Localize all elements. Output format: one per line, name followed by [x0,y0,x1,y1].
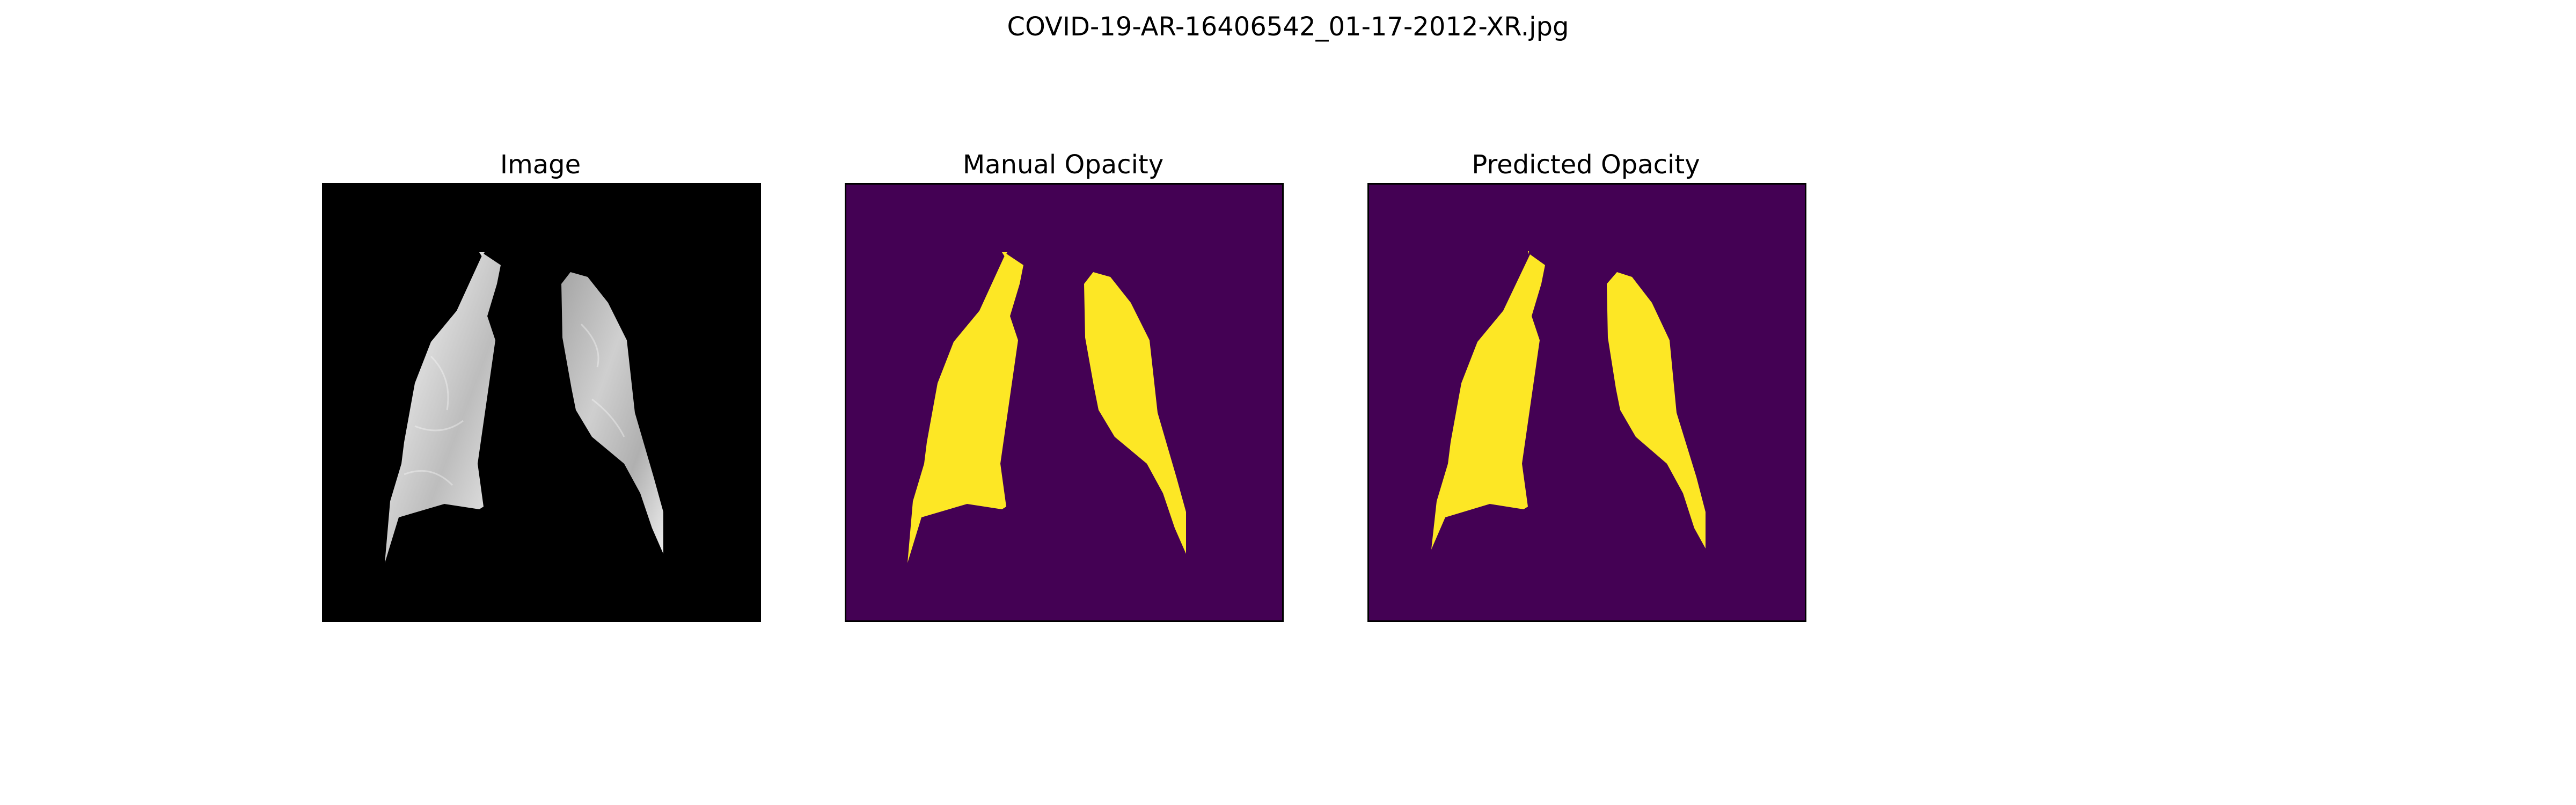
panel-title: Manual Opacity [962,150,1164,180]
mask-background [1369,185,1805,620]
trachea-mask [1528,251,1529,254]
panel-title: Predicted Opacity [1472,150,1700,180]
predicted-mask-frame [1367,183,1806,622]
right-lung-region [561,272,663,554]
xray-image [324,185,759,620]
panel-title: Image [500,150,581,180]
xray-image-frame [322,183,761,622]
right-lung-mask [1084,272,1186,554]
predicted-mask [1369,185,1805,620]
image-panel: Image [322,148,761,622]
right-lung-mask [1607,272,1706,548]
figure-title: COVID-19-AR-16406542_01-17-2012-XR.jpg [1007,12,1569,42]
manual-opacity-panel: Manual Opacity [845,148,1284,622]
mask-background [846,185,1282,620]
left-lung-region [385,253,501,563]
lung-texture [404,323,625,486]
left-lung-mask [908,253,1023,563]
image-background [324,185,759,620]
left-lung-mask [1431,254,1545,550]
manual-mask-frame [845,183,1284,622]
trachea-mask [1002,252,1007,257]
manual-mask [846,185,1282,620]
trachea-marker [479,252,485,257]
predicted-opacity-panel: Predicted Opacity [1367,148,1806,622]
